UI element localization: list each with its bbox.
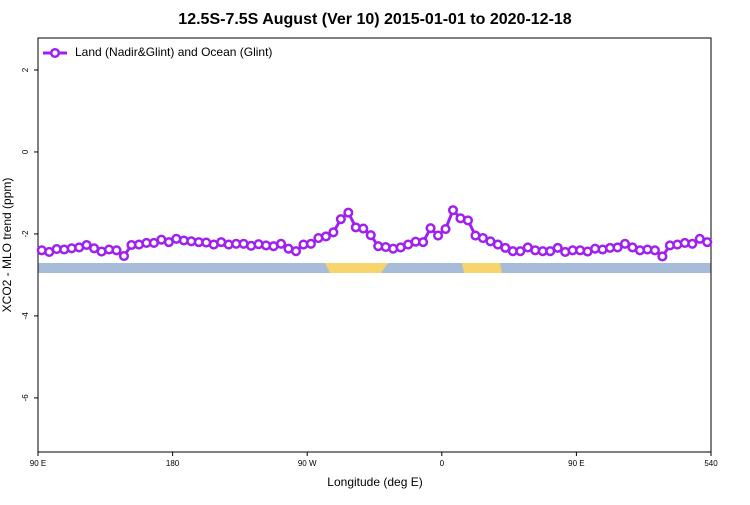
data-point [290, 246, 302, 257]
x-tick-label: 0 [440, 459, 445, 468]
data-point [619, 238, 631, 249]
y-tick-label: -6 [21, 394, 30, 402]
y-tick-label: -2 [21, 230, 30, 238]
data-point [418, 237, 429, 248]
y-axis-label: XCO2 - MLO trend (ppm) [0, 178, 14, 313]
data-point [305, 238, 316, 249]
x-tick-label: 90 W [298, 459, 317, 468]
land-patch [325, 263, 388, 273]
x-tick-label: 180 [166, 459, 180, 468]
land-patch [462, 263, 502, 273]
data-point [515, 246, 526, 257]
data-point [440, 223, 451, 235]
x-axis-label: Longitude (deg E) [327, 475, 422, 489]
y-tick-label: 0 [21, 149, 30, 154]
legend-marker [49, 47, 61, 59]
data-point [462, 215, 474, 226]
x-tick-label: 90 E [568, 459, 584, 468]
data-point [328, 227, 339, 238]
data-point [447, 205, 459, 216]
data-point [425, 223, 436, 234]
data-point [687, 238, 698, 249]
chart-title: 12.5S-7.5S August (Ver 10) 2015-01-01 to… [178, 11, 571, 28]
data-point [612, 242, 623, 253]
y-tick-label: -4 [21, 312, 30, 320]
data-point [111, 245, 122, 256]
data-point [657, 251, 668, 262]
x-tick-label: 90 E [30, 459, 46, 468]
legend-label: Land (Nadir&Glint) and Ocean (Glint) [75, 45, 272, 59]
data-point [702, 237, 713, 248]
data-point [649, 245, 660, 256]
y-tick-label: 2 [21, 67, 30, 72]
data-point [320, 231, 331, 242]
data-point [552, 242, 563, 253]
data-point [335, 214, 346, 225]
data-point [365, 230, 376, 241]
data-point [118, 251, 130, 262]
data-point [343, 207, 354, 218]
data-point [433, 230, 444, 241]
data-point [275, 238, 287, 249]
x-tick-label: 540 [704, 459, 718, 468]
data-point [358, 223, 369, 234]
